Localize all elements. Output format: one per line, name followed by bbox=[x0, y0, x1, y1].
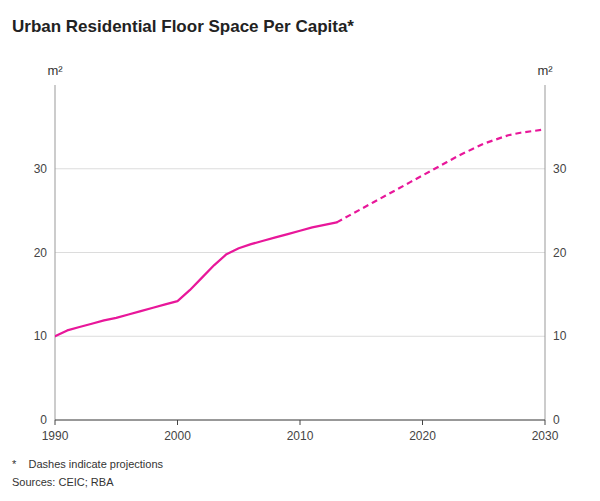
footnote: Sources: CEIC; RBA bbox=[12, 476, 114, 488]
grid-line bbox=[55, 252, 545, 253]
x-tick-label: 1990 bbox=[42, 429, 69, 443]
x-tick-label: 2010 bbox=[287, 429, 314, 443]
footnote: * Dashes indicate projections bbox=[12, 458, 164, 470]
grid-line bbox=[55, 336, 545, 337]
grid bbox=[55, 169, 545, 420]
y2-tick-label: 20 bbox=[553, 246, 567, 260]
y-tick-label: 20 bbox=[34, 246, 48, 260]
y2-axis-line bbox=[545, 85, 546, 420]
x-tick-label: 2000 bbox=[164, 429, 191, 443]
data-line bbox=[55, 222, 337, 336]
y-axis-line bbox=[55, 85, 56, 420]
plot-area bbox=[55, 129, 545, 336]
x-tick bbox=[55, 420, 56, 425]
y2-tick-label: 0 bbox=[553, 413, 560, 427]
title: Urban Residential Floor Space Per Capita… bbox=[12, 17, 354, 36]
projection-line bbox=[337, 129, 545, 222]
y2-tick-label: 30 bbox=[553, 162, 567, 176]
y2-axis-label: m² bbox=[537, 63, 553, 78]
y-tick-label: 10 bbox=[34, 329, 48, 343]
x-tick-label: 2030 bbox=[532, 429, 559, 443]
x-tick bbox=[300, 420, 301, 425]
y-tick-label: 30 bbox=[34, 162, 48, 176]
x-tick bbox=[177, 420, 178, 425]
y-tick-label: 0 bbox=[40, 413, 47, 427]
grid-line bbox=[55, 168, 545, 169]
y-axis-label: m² bbox=[47, 63, 63, 78]
y2-tick-label: 10 bbox=[553, 329, 567, 343]
chart: Urban Residential Floor Space Per Capita… bbox=[0, 0, 600, 501]
x-tick bbox=[545, 420, 546, 425]
x-tick bbox=[422, 420, 423, 425]
x-tick-label: 2020 bbox=[409, 429, 436, 443]
background bbox=[0, 0, 600, 501]
